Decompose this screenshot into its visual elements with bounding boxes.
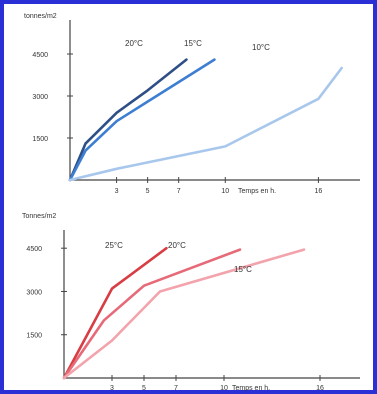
x-axis-label: Temps en h. <box>238 188 276 195</box>
x-tick-label: 7 <box>174 385 178 392</box>
x-axis-label: Temps en h. <box>232 385 270 392</box>
series-label: 15°C <box>184 39 202 48</box>
x-tick-label: 3 <box>110 385 114 392</box>
series-line <box>62 246 168 380</box>
y-tick-label: 4500 <box>32 52 48 59</box>
y-tick-label: 3000 <box>32 94 48 101</box>
x-tick-label: 10 <box>220 385 228 392</box>
x-tick-label: 16 <box>315 188 323 195</box>
y-axis-label: Tonnes/m2 <box>22 213 56 220</box>
x-tick-label: 7 <box>177 188 181 195</box>
y-tick-label: 1500 <box>32 136 48 143</box>
y-tick-label: 3000 <box>26 289 42 296</box>
series-label: 25°C <box>105 241 123 250</box>
y-axis-label: tonnes/m2 <box>24 13 57 20</box>
series-line <box>62 248 242 380</box>
x-tick-label: 10 <box>221 188 229 195</box>
chart-2: 4500 3000 1500 3 5 7 10 16 Tonnes/m2 Temps en h. 2… <box>22 213 360 392</box>
series-label: 10°C <box>252 43 270 52</box>
x-tick-label: 16 <box>316 385 324 392</box>
series-label: 20°C <box>168 241 186 250</box>
series-label: 20°C <box>125 39 143 48</box>
x-tick-label: 5 <box>146 188 150 195</box>
y-tick-label: 1500 <box>26 333 42 340</box>
series-line <box>68 66 344 182</box>
y-tick-label: 4500 <box>26 246 42 253</box>
series-line <box>62 248 306 380</box>
series-label: 15°C <box>234 265 252 274</box>
chart-1: 4500 3000 1500 3 5 7 10 16 tonnes/m2 Temps en h. 2… <box>24 13 360 195</box>
series-line <box>68 58 216 182</box>
x-tick-label: 3 <box>115 188 119 195</box>
series-line <box>68 58 188 182</box>
x-tick-label: 5 <box>142 385 146 392</box>
